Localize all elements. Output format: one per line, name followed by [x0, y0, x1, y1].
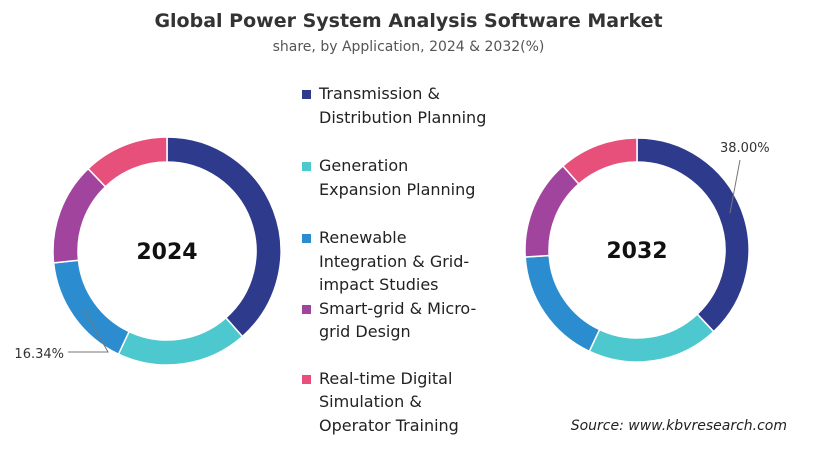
legend-label-line: impact Studies — [319, 275, 439, 294]
donut-center-label-2032: 2032 — [606, 239, 667, 264]
legend-label-line: Integration & Grid- — [319, 251, 470, 271]
legend-item-transmission: Transmission & Distribution Planning — [298, 82, 498, 129]
legend-swatch — [302, 304, 311, 314]
annotation-label-2032: 38.00% — [720, 141, 770, 156]
donut-2024-slice-3 — [52, 167, 107, 264]
donut-2032-slice-3 — [524, 164, 580, 258]
legend-item-real-time: Real-time Digital Simulation & Operator … — [298, 367, 498, 438]
legend-label-line: Renewable — [319, 228, 407, 247]
legend-swatch — [302, 90, 311, 99]
legend-label-line: Generation — [319, 156, 409, 175]
legend-label-line: Expansion Planning — [319, 179, 476, 199]
legend-label-line: Transmission & — [319, 84, 440, 103]
donut-2032-slice-1 — [588, 313, 715, 363]
legend-item-generation: Generation Expansion Planning — [298, 154, 498, 201]
legend-label-line: Operator Training — [319, 415, 459, 435]
annotation-leader-2024 — [68, 309, 109, 353]
legend-swatch — [302, 234, 311, 243]
annotation-leader-2032 — [729, 159, 741, 214]
source-note: Source: www.kbvresearch.com — [570, 418, 787, 434]
annotation-label-2024: 16.34% — [14, 347, 64, 362]
legend: Transmission & Distribution Planning Gen… — [298, 82, 498, 437]
legend-label-line: grid Design — [319, 322, 411, 341]
legend-swatch — [302, 162, 311, 171]
donut-2032-slice-0 — [636, 137, 750, 333]
legend-label-line: Simulation & — [319, 392, 422, 411]
donut-2024-slice-4 — [87, 136, 168, 188]
donut-2024-slice-2 — [52, 259, 131, 356]
donut-center-label-2024: 2024 — [136, 240, 197, 265]
donut-2032-slice-2 — [524, 254, 601, 353]
legend-label-line: Smart-grid & Micro- — [319, 298, 477, 318]
legend-item-renewable: Renewable Integration & Grid- impact Stu… — [298, 226, 498, 297]
chart-subtitle: share, by Application, 2024 & 2032(%) — [272, 39, 545, 55]
donut-2032-slice-4 — [561, 137, 638, 186]
donut-2024-slice-0 — [166, 136, 282, 338]
legend-label-line: Distribution Planning — [319, 107, 487, 127]
chart-title: Global Power System Analysis Software Ma… — [154, 10, 663, 32]
legend-swatch — [302, 374, 311, 384]
legend-item-smart-grid: Smart-grid & Micro- grid Design — [298, 297, 498, 344]
legend-label-line: Real-time Digital — [319, 368, 453, 388]
donut-2024-slice-1 — [117, 316, 244, 366]
